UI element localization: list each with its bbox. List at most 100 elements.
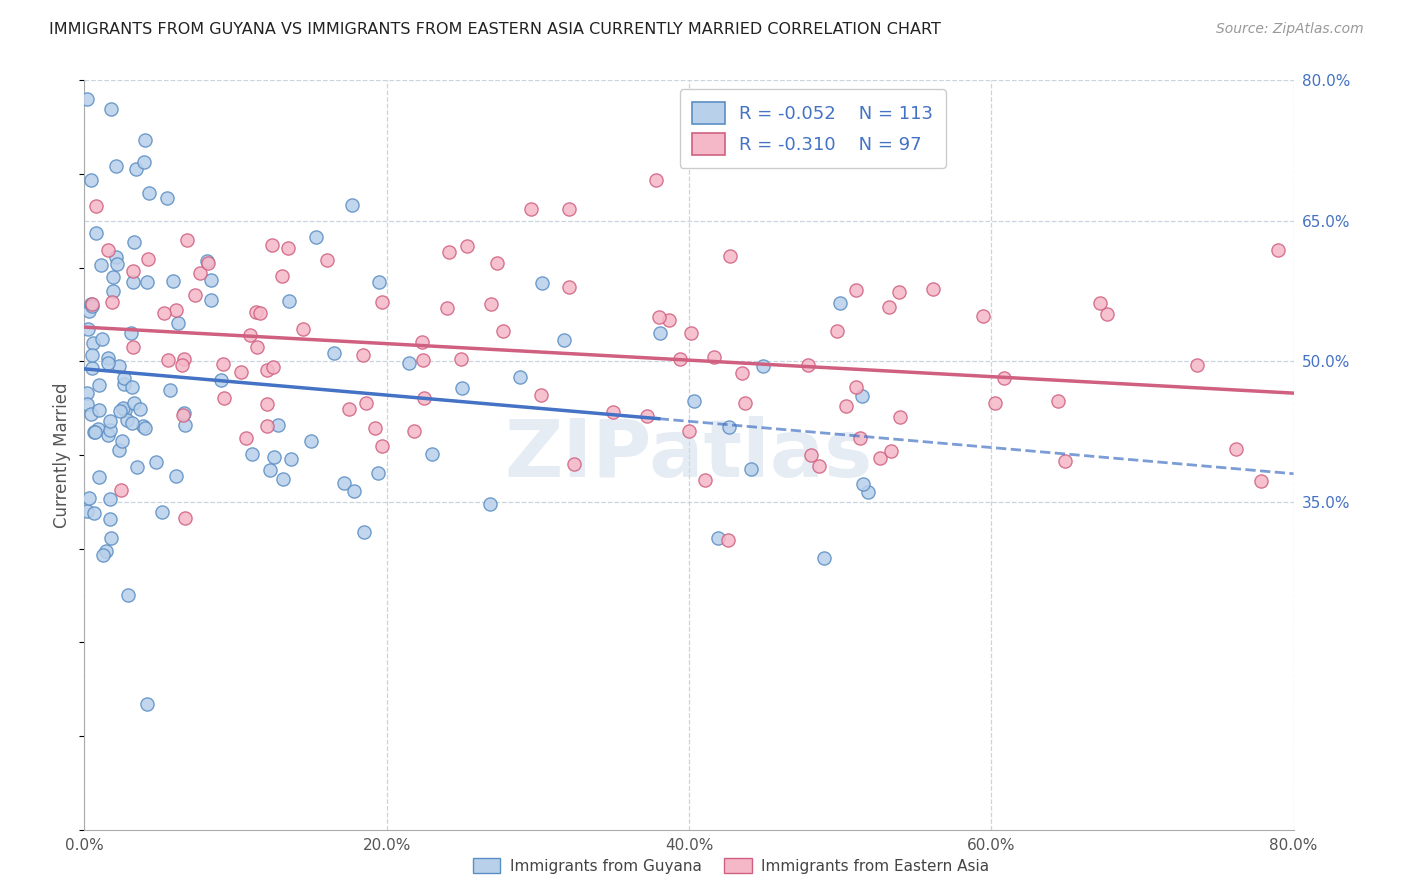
Point [82,297,104,311]
Point [259,463,281,477]
Point [87,422,110,436]
Point [519,202,541,216]
Point [683,393,706,408]
Point [1097,307,1119,321]
Point [370,439,392,453]
Point [97,356,120,370]
Point [173,406,195,420]
Point [984,396,1007,410]
Point [921,282,943,296]
Point [796,358,818,372]
Point [530,387,553,401]
Point [134,421,156,435]
Point [451,381,474,395]
Point [96,544,118,558]
Point [553,333,575,347]
Point [173,417,195,432]
Point [412,352,434,367]
Point [411,335,433,350]
Point [658,313,681,327]
Point [486,255,509,269]
Point [354,396,377,410]
Point [105,250,128,264]
Point [80,296,103,310]
Point [353,524,375,539]
Point [112,376,135,391]
Point [845,283,868,297]
Point [87,378,110,392]
Point [718,249,741,263]
Point [190,266,212,280]
Point [752,359,775,373]
Point [364,421,387,435]
Point [825,324,848,338]
Point [845,380,868,394]
Point [479,297,502,311]
Point [887,285,910,299]
Point [398,356,420,370]
Point [256,397,278,411]
Point [644,173,666,187]
Point [197,255,219,269]
Text: IMMIGRANTS FROM GUYANA VS IMMIGRANTS FROM EASTERN ASIA CURRENTLY MARRIED CORRELA: IMMIGRANTS FROM GUYANA VS IMMIGRANTS FRO… [49,22,941,37]
Point [91,548,114,562]
Point [101,270,124,285]
Y-axis label: Currently Married: Currently Married [53,382,72,528]
Point [420,447,443,461]
Point [209,372,232,386]
Point [136,252,159,267]
Point [277,241,299,255]
Point [337,401,360,416]
Point [800,448,823,462]
Point [436,301,458,315]
Point [828,296,851,310]
Point [231,365,253,379]
Point [877,300,900,314]
Point [880,444,903,458]
Point [90,258,112,272]
Point [439,245,461,260]
Point [270,268,292,283]
Point [184,288,207,302]
Point [145,455,167,469]
Text: Source: ZipAtlas.com: Source: ZipAtlas.com [1216,22,1364,37]
Point [602,404,624,418]
Point [849,431,872,445]
Point [212,391,235,405]
Point [343,484,366,499]
Point [278,293,301,308]
Point [87,403,110,417]
Point [98,414,121,428]
Point [97,243,120,257]
Point [315,253,337,268]
Point [367,467,389,481]
Point [564,457,586,471]
Point [82,348,104,362]
Point [235,431,257,445]
Point [174,511,197,525]
Legend: Immigrants from Guyana, Immigrants from Eastern Asia: Immigrants from Guyana, Immigrants from … [467,852,995,880]
Point [98,512,121,526]
Point [162,274,184,288]
Point [97,351,120,365]
Point [695,473,717,487]
Point [858,484,880,499]
Point [128,402,150,417]
Point [352,348,374,362]
Point [138,186,160,200]
Point [509,370,531,384]
Point [717,533,740,548]
Point [77,321,100,335]
Point [136,697,159,711]
Point [668,351,690,366]
Point [835,399,858,413]
Point [813,551,835,566]
Point [262,360,284,375]
Point [115,412,138,426]
Point [340,198,363,212]
Point [245,305,267,319]
Point [153,306,176,320]
Point [333,475,356,490]
Point [111,434,134,448]
Point [412,391,434,405]
